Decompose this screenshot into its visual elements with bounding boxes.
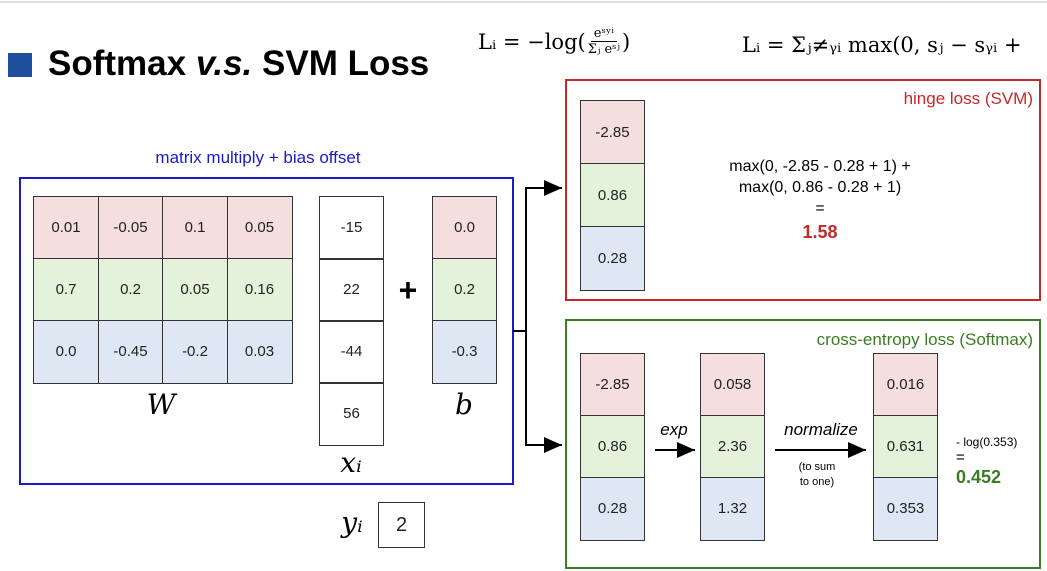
title-text: SVM Loss bbox=[262, 44, 430, 83]
svm-box bbox=[565, 79, 1041, 301]
computation-line: = bbox=[815, 200, 825, 217]
softmax-computation: - log(0.353) = 0.452 bbox=[956, 434, 1018, 487]
w-label: W bbox=[146, 388, 176, 421]
svm-result: 1.58 bbox=[802, 222, 838, 242]
b-label: b bbox=[455, 388, 473, 421]
formula-text: ) bbox=[621, 29, 631, 54]
plus-sign: + bbox=[398, 272, 418, 308]
arrow-to-svm bbox=[513, 180, 562, 332]
note-line: to one) bbox=[799, 476, 835, 488]
y-label: yᵢ bbox=[341, 506, 363, 539]
y-value: 2 bbox=[378, 502, 425, 548]
cell: 0.2 bbox=[97, 258, 164, 322]
title-bullet bbox=[8, 53, 32, 77]
cell: 0.1 bbox=[162, 196, 228, 260]
cell: 0.631 bbox=[873, 415, 938, 479]
cell: 0.0 bbox=[432, 196, 497, 260]
cell: 0.353 bbox=[873, 477, 938, 541]
cell: -44 bbox=[319, 320, 384, 384]
svm-formula: Lᵢ = Σⱼ≠ᵧᵢ max(0, sⱼ − sᵧᵢ + bbox=[742, 33, 1022, 57]
computation-line: max(0, -2.85 - 0.28 + 1) + bbox=[729, 158, 911, 175]
cell: -2.85 bbox=[580, 353, 645, 417]
softmax-formula: Lᵢ = −log( eˢʸⁱ Σⱼ eˢʲ ) bbox=[478, 26, 630, 57]
cell: 56 bbox=[319, 382, 384, 446]
normalize-note: (to sum to one) bbox=[799, 460, 836, 490]
cell: 0.86 bbox=[580, 415, 645, 479]
softmax-result: 0.452 bbox=[956, 467, 1002, 487]
fraction: eˢʸⁱ Σⱼ eˢʲ bbox=[588, 26, 620, 57]
equals: = bbox=[956, 449, 965, 466]
exp-label: exp bbox=[660, 420, 688, 439]
cell: 0.7 bbox=[33, 258, 99, 322]
cell: -0.2 bbox=[162, 320, 228, 384]
arrow-to-softmax bbox=[525, 331, 562, 453]
numerator: eˢʸⁱ bbox=[590, 26, 617, 42]
computation-line: max(0, 0.86 - 0.28 + 1) bbox=[738, 179, 902, 196]
cell: -0.05 bbox=[97, 196, 164, 260]
cell: 0.28 bbox=[580, 477, 645, 541]
cell: -15 bbox=[319, 196, 384, 260]
log-expression: - log(0.353) bbox=[956, 435, 1018, 449]
note-line: (to sum bbox=[798, 461, 836, 473]
title-text: Softmax bbox=[48, 44, 187, 83]
x-label: xᵢ bbox=[340, 446, 362, 479]
cell: -2.85 bbox=[580, 100, 645, 165]
cell: -0.45 bbox=[97, 320, 164, 384]
cell: 0.86 bbox=[580, 163, 645, 228]
normalize-label: normalize bbox=[784, 420, 858, 439]
cell: 1.32 bbox=[700, 477, 765, 541]
cell: 0.058 bbox=[700, 353, 765, 417]
svm-title: hinge loss (SVM) bbox=[903, 89, 1033, 108]
cell: 0.28 bbox=[580, 226, 645, 291]
softmax-title: cross-entropy loss (Softmax) bbox=[816, 330, 1033, 349]
softmax-box bbox=[565, 319, 1041, 569]
cell: 0.0 bbox=[33, 320, 99, 384]
box-label: matrix multiply + bias offset bbox=[155, 148, 361, 167]
cell: 0.05 bbox=[226, 196, 293, 260]
cell: 0.016 bbox=[873, 353, 938, 417]
cell: 0.16 bbox=[226, 258, 293, 322]
cell: -0.3 bbox=[432, 320, 497, 384]
cell: 0.2 bbox=[432, 258, 497, 322]
title: Softmax v.s. SVM Loss bbox=[48, 44, 429, 84]
svm-computation: max(0, -2.85 - 0.28 + 1) + max(0, 0.86 -… bbox=[729, 156, 910, 243]
formula-text: Lᵢ = −log( bbox=[478, 29, 586, 54]
title-italic: v.s. bbox=[195, 44, 253, 83]
denominator: Σⱼ eˢʲ bbox=[587, 42, 620, 57]
cell: 0.01 bbox=[33, 196, 99, 260]
cell: 22 bbox=[319, 258, 384, 322]
cell: 0.05 bbox=[162, 258, 228, 322]
cell: 2.36 bbox=[700, 415, 765, 479]
cell: 0.03 bbox=[226, 320, 293, 384]
